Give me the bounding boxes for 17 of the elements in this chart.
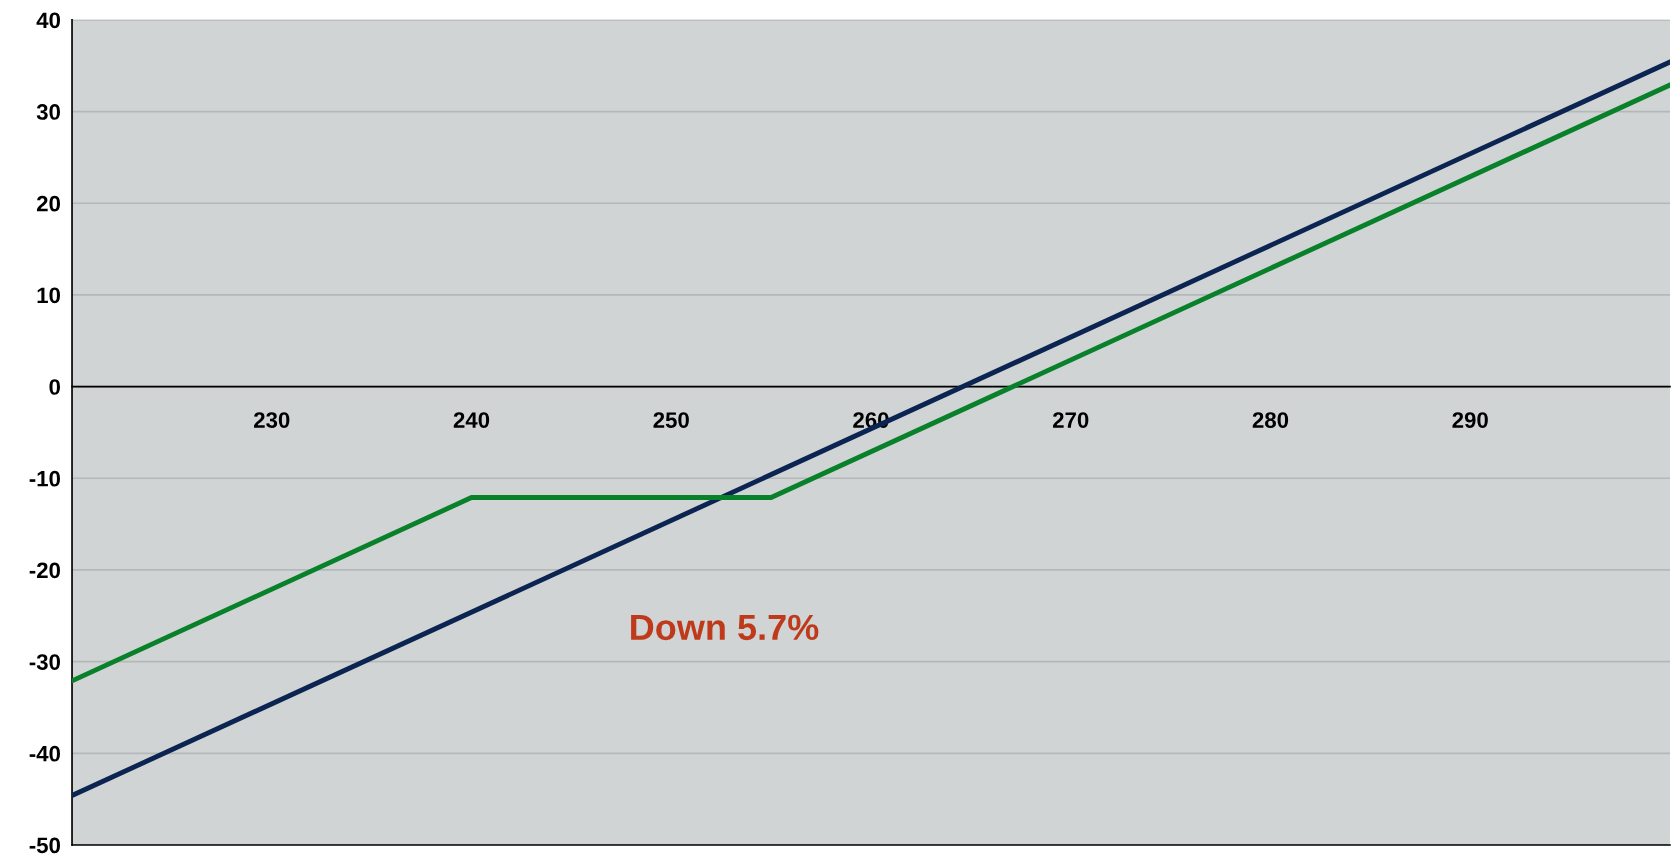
x-tick-label: 280 <box>1252 412 1289 428</box>
x-tick-label: 290 <box>1452 412 1488 428</box>
x-tick-label: 240 <box>453 412 490 428</box>
y-tick-label: 10 <box>37 287 61 304</box>
y-tick-label: -10 <box>29 470 61 487</box>
y-tick-label: -20 <box>29 562 61 579</box>
x-tick-label: 230 <box>254 412 290 428</box>
y-tick-label: 20 <box>36 195 61 212</box>
y-tick-label: 40 <box>36 12 61 29</box>
annotation: Down 5.7% <box>631 614 819 641</box>
y-tick-label: 30 <box>36 104 61 120</box>
x-tick-label: 270 <box>1052 412 1089 428</box>
y-tick-label: -50 <box>29 837 61 854</box>
y-tick-label: 0 <box>49 379 60 395</box>
y-tick-label: -30 <box>29 654 61 670</box>
y-tick-label: -40 <box>29 745 61 762</box>
x-tick-label: 250 <box>653 412 689 428</box>
